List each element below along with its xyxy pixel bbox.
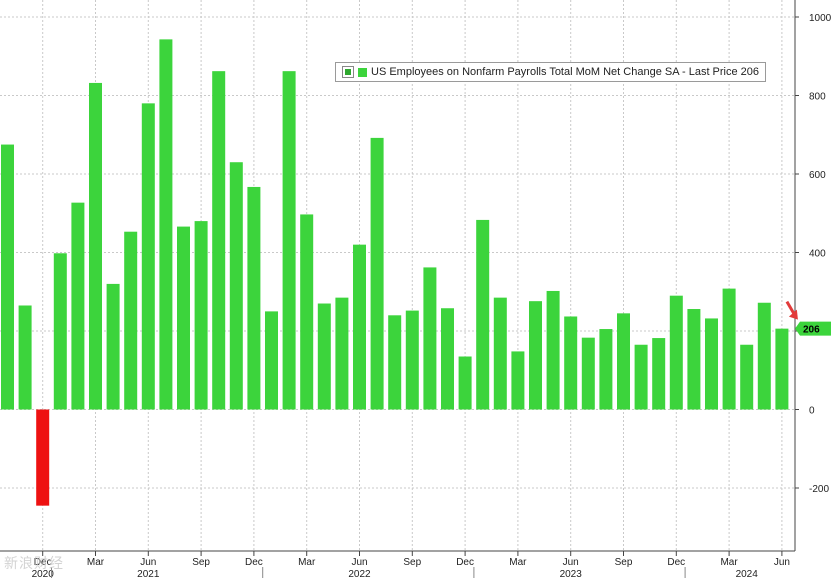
last-price-tag: [795, 321, 831, 336]
bar: [405, 310, 419, 410]
bar: [53, 253, 67, 410]
bar: [652, 338, 666, 410]
bar: [300, 214, 314, 410]
x-tick-label: Dec: [245, 557, 263, 568]
y-tick-label: 600: [809, 170, 826, 181]
y-tick-label: 1000: [809, 13, 831, 24]
bar: [476, 219, 490, 410]
bar: [546, 290, 560, 410]
x-tick-label: Jun: [140, 557, 156, 568]
bar: [511, 351, 525, 410]
bar: [247, 186, 261, 410]
legend-swatch: [358, 67, 367, 77]
bar: [423, 267, 437, 410]
x-tick-label: Jun: [563, 557, 579, 568]
bar: [212, 71, 226, 410]
bar: [388, 315, 402, 410]
legend-label: US Employees on Nonfarm Payrolls Total M…: [371, 66, 760, 78]
annotations: 206: [785, 300, 831, 336]
bar: [634, 344, 648, 410]
bar: [106, 283, 120, 410]
bar: [458, 356, 472, 410]
y-axis: -20002004006008001000: [794, 0, 831, 551]
bars: [1, 39, 789, 506]
bar: [194, 221, 208, 410]
legend: US Employees on Nonfarm Payrolls Total M…: [335, 62, 767, 82]
x-year-label: 2020: [32, 569, 55, 578]
bar: [159, 39, 173, 410]
x-tick-label: Jun: [774, 557, 790, 568]
x-tick-label: Mar: [87, 557, 105, 568]
down-arrow-icon: [785, 300, 796, 315]
x-tick-label: Jun: [351, 557, 367, 568]
watermark-logo: 新浪财经: [4, 555, 64, 571]
arrow-head-icon: [788, 309, 798, 320]
x-tick-label: Sep: [403, 557, 421, 568]
bar: [581, 337, 595, 410]
bar: [564, 316, 578, 410]
x-tick-label: Mar: [509, 557, 527, 568]
bar: [757, 302, 771, 410]
bar: [740, 344, 754, 410]
x-tick-label: Dec: [667, 557, 685, 568]
bar: [441, 308, 454, 410]
y-tick-label: 400: [809, 249, 826, 260]
x-tick-label: Mar: [720, 557, 738, 568]
x-year-label: 2021: [137, 569, 160, 578]
bar: [617, 313, 630, 410]
bar: [36, 409, 50, 506]
bar: [705, 318, 718, 410]
bar: [353, 244, 366, 410]
bar: [493, 297, 507, 410]
y-tick-label: 0: [809, 406, 815, 417]
bar: [722, 288, 736, 410]
bar: [317, 303, 331, 410]
bar: [370, 137, 384, 410]
bar: [177, 226, 190, 410]
x-year-label: 2022: [348, 569, 371, 578]
bar: [669, 295, 683, 410]
bar: [282, 71, 296, 410]
x-tick-label: Sep: [615, 557, 633, 568]
bar: [529, 301, 542, 410]
bar: [89, 82, 102, 410]
gridlines: [0, 0, 795, 551]
bar: [687, 309, 701, 410]
bar: [335, 297, 349, 410]
bar: [775, 328, 789, 410]
bar: [141, 103, 155, 410]
y-tick-label: -200: [809, 484, 829, 495]
last-price-label: 206: [803, 325, 820, 336]
x-tick-label: Dec: [456, 557, 474, 568]
x-tick-label: Dec: [34, 557, 52, 568]
x-year-label: 2023: [560, 569, 583, 578]
x-axis: Dec Mar Jun Sep Dec Mar Jun Sep Dec Mar Jun Sep Dec M…: [0, 550, 795, 580]
bar: [1, 144, 14, 410]
bar: [18, 305, 32, 410]
x-tick-label: Sep: [192, 557, 210, 568]
x-year-label: 2024: [736, 569, 759, 578]
y-tick-label: 800: [809, 92, 826, 103]
x-tick-label: Mar: [298, 557, 316, 568]
legend-toggle-icon[interactable]: [342, 66, 354, 78]
bar: [265, 311, 278, 410]
bar: [599, 329, 613, 410]
bar: [71, 202, 85, 410]
bar: [229, 162, 243, 410]
bar: [124, 231, 138, 410]
